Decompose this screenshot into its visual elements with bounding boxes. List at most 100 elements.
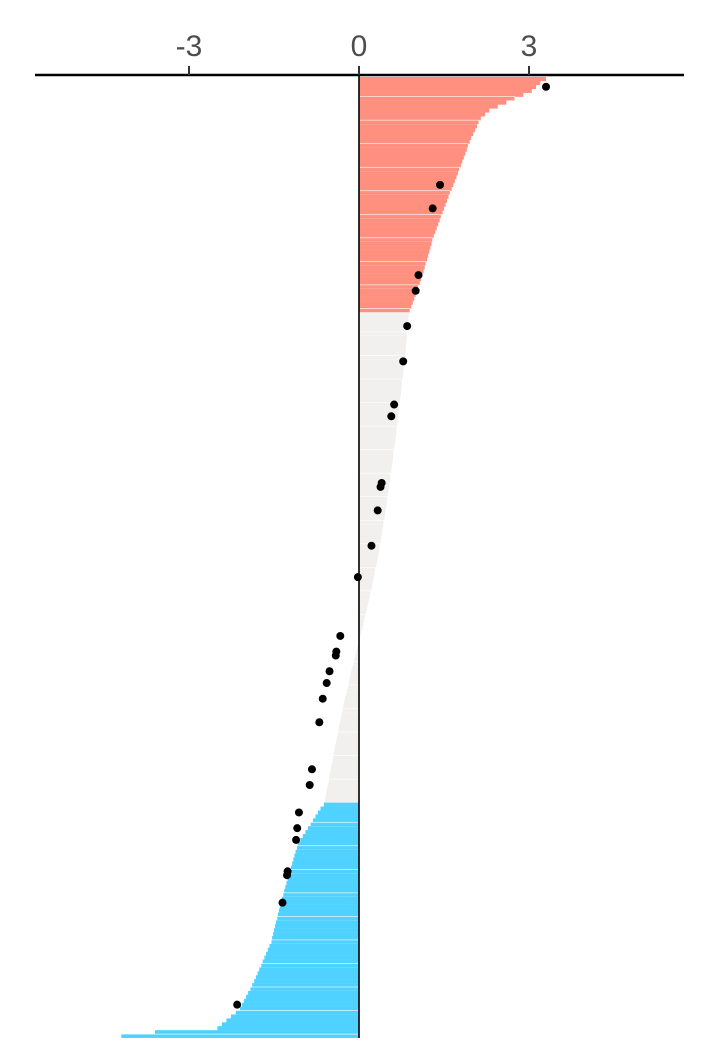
x-tick-label: 0 (351, 30, 368, 63)
data-point (436, 180, 445, 189)
bar (358, 449, 395, 455)
bar (344, 696, 359, 701)
bar (317, 810, 359, 815)
bar (359, 555, 378, 560)
bar (359, 351, 406, 356)
bar (359, 273, 423, 278)
bar (359, 469, 392, 474)
bar (260, 963, 360, 968)
bar (359, 465, 392, 470)
bar (235, 1010, 360, 1016)
bar (249, 986, 360, 992)
bar (295, 849, 359, 854)
bar (359, 198, 448, 203)
bar (359, 171, 458, 176)
bar (346, 688, 359, 694)
bar (275, 924, 359, 929)
bar (275, 920, 359, 925)
bar (359, 202, 446, 207)
data-point (305, 781, 314, 789)
bar (359, 229, 436, 235)
bar (359, 622, 364, 627)
x-tick-label: 3 (521, 30, 538, 63)
data-point (322, 679, 331, 688)
bar (359, 575, 374, 580)
bar (278, 908, 359, 913)
bar (331, 763, 359, 768)
bar (359, 430, 397, 435)
bar (274, 928, 359, 933)
bar (359, 532, 382, 537)
bar (270, 939, 360, 945)
data-point (292, 835, 301, 844)
bar (359, 218, 440, 223)
bar (359, 335, 407, 341)
bar (297, 841, 359, 847)
bar (359, 488, 389, 494)
bar (343, 704, 359, 709)
bar (358, 237, 433, 243)
bar (359, 398, 401, 403)
bar (289, 869, 360, 874)
data-point (353, 573, 362, 582)
bar (327, 786, 359, 792)
bar (358, 378, 403, 384)
bar (255, 975, 359, 980)
bar (328, 778, 360, 784)
bar (359, 265, 425, 270)
bar (332, 759, 359, 764)
bar (284, 888, 359, 894)
bar (359, 84, 537, 90)
bar (359, 135, 472, 141)
bar (359, 194, 449, 199)
bar (359, 453, 394, 458)
bar (359, 257, 427, 262)
bar (312, 818, 359, 823)
bar (358, 190, 451, 196)
bar (358, 567, 376, 572)
bar (337, 731, 360, 737)
bar (359, 630, 362, 635)
bar (359, 124, 477, 129)
bar (359, 524, 384, 529)
data-point (428, 204, 437, 213)
bar (267, 947, 359, 952)
bar (359, 100, 507, 105)
bar (355, 653, 359, 658)
bar (359, 182, 454, 188)
bar (280, 900, 359, 905)
bar (359, 131, 474, 137)
bar (248, 990, 359, 996)
bar (358, 308, 411, 313)
bar (358, 425, 398, 431)
bar (359, 559, 378, 564)
bar (359, 598, 369, 603)
bar (350, 673, 359, 678)
bar (359, 461, 393, 466)
bar (288, 873, 359, 878)
bar (359, 375, 403, 380)
bar (359, 359, 405, 364)
bar (252, 983, 359, 988)
data-point (325, 667, 334, 676)
bar (359, 328, 408, 333)
bar (242, 1002, 359, 1007)
bar (326, 790, 359, 796)
data-point (403, 322, 412, 331)
bar (293, 857, 359, 862)
bar (359, 484, 390, 490)
bar (359, 516, 385, 521)
x-tick-label: -3 (176, 30, 203, 63)
bar (351, 669, 359, 674)
bar (358, 614, 366, 619)
bar (358, 143, 469, 149)
bar (359, 296, 415, 301)
bar (359, 343, 407, 348)
bar (359, 579, 374, 584)
bar (358, 472, 392, 478)
bar (344, 700, 359, 705)
bar (359, 433, 396, 439)
bar (358, 519, 385, 525)
data-point (399, 357, 408, 366)
bar (359, 233, 434, 239)
